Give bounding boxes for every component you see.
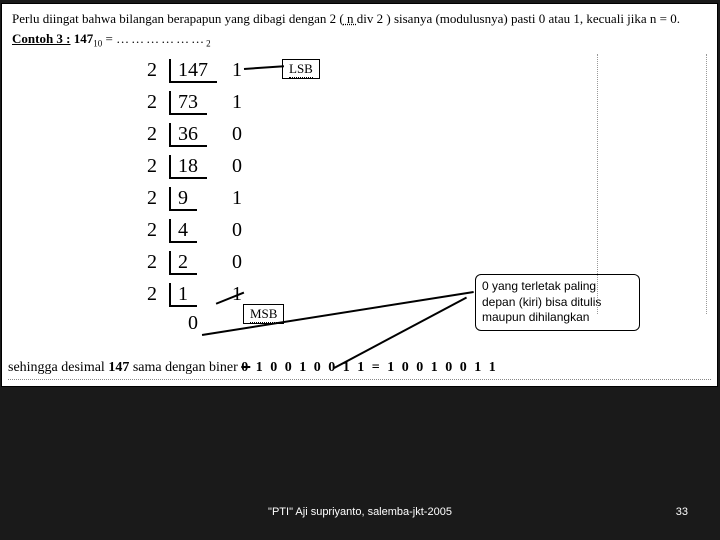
struck-zero: 0: [241, 360, 250, 375]
conclusion-mid: sama dengan biner: [129, 360, 241, 375]
example-decimal: 14710: [74, 31, 106, 46]
example-bin-base: 2: [206, 38, 211, 48]
document-panel: Perlu diingat bahwa bilangan berapapun y…: [1, 3, 718, 387]
remainder: 0: [232, 219, 242, 242]
final-quotient-zero: 0: [185, 312, 198, 335]
divisor: 2: [147, 91, 157, 114]
dividend: 73: [169, 91, 207, 115]
page-number: 33: [676, 506, 688, 518]
intro-part1: Perlu diingat bahwa bilangan berapapun y…: [12, 11, 344, 26]
example-label: Contoh 3 :: [12, 31, 71, 46]
remainder: 1: [232, 187, 242, 210]
example-dec-base: 10: [93, 38, 102, 48]
lsb-text: LSB: [289, 61, 313, 78]
remainder: 0: [232, 251, 242, 274]
example-dots: ………………: [116, 31, 206, 46]
dividend: 36: [169, 123, 207, 147]
intro-paragraph: Perlu diingat bahwa bilangan berapapun y…: [12, 10, 707, 29]
remainder: 1: [232, 91, 242, 114]
lsb-label-box: LSB: [282, 59, 320, 79]
division-row: 22 0: [147, 246, 297, 278]
dotted-margin-region: [597, 54, 707, 314]
dividend: 18: [169, 155, 207, 179]
conclusion-prefix: sehingga desimal: [8, 360, 108, 375]
footer-citation: "PTI" Aji supriyanto, salemba-jkt-2005: [0, 506, 720, 518]
dividend: 147: [169, 59, 217, 83]
conclusion-bits: 0 1 0 0 1 0 0 1 1 = 1 0 0 1 0 0 1 1: [241, 360, 497, 375]
divisor: 2: [147, 123, 157, 146]
example-dec-value: 147: [74, 31, 94, 46]
conclusion-dec: 147: [108, 360, 129, 375]
intro-part2: div 2 ) sisanya (modulusnya) pasti 0 ata…: [357, 11, 680, 26]
dividend: 1: [169, 283, 197, 307]
divisor: 2: [147, 155, 157, 178]
division-row: 2 73 1: [147, 86, 297, 118]
remainder: 0: [232, 123, 242, 146]
divisor: 2: [147, 59, 157, 82]
division-row: 2 147 1: [147, 54, 297, 86]
example-line: Contoh 3 : 14710 = ………………2: [12, 31, 707, 49]
example-equals: =: [106, 31, 117, 46]
divisor: 2: [147, 283, 157, 306]
divisor: 2: [147, 251, 157, 274]
remainder: 0: [232, 155, 242, 178]
remaining-bits: 1 0 0 1 0 0 1 1 = 1 0 0 1 0 0 1 1: [250, 360, 497, 375]
division-row: 29 1: [147, 182, 297, 214]
remainder: 1: [232, 59, 242, 82]
intro-n: n: [344, 11, 357, 26]
division-row: 24 0: [147, 214, 297, 246]
dividend: 2: [169, 251, 197, 275]
division-row: 2 18 0: [147, 150, 297, 182]
dividend: 9: [169, 187, 197, 211]
division-row: 2 36 0: [147, 118, 297, 150]
divisor: 2: [147, 219, 157, 242]
divisor: 2: [147, 187, 157, 210]
conclusion-line: sehingga desimal 147 sama dengan biner 0…: [8, 360, 711, 380]
dividend: 4: [169, 219, 197, 243]
msb-text: MSB: [250, 306, 277, 323]
